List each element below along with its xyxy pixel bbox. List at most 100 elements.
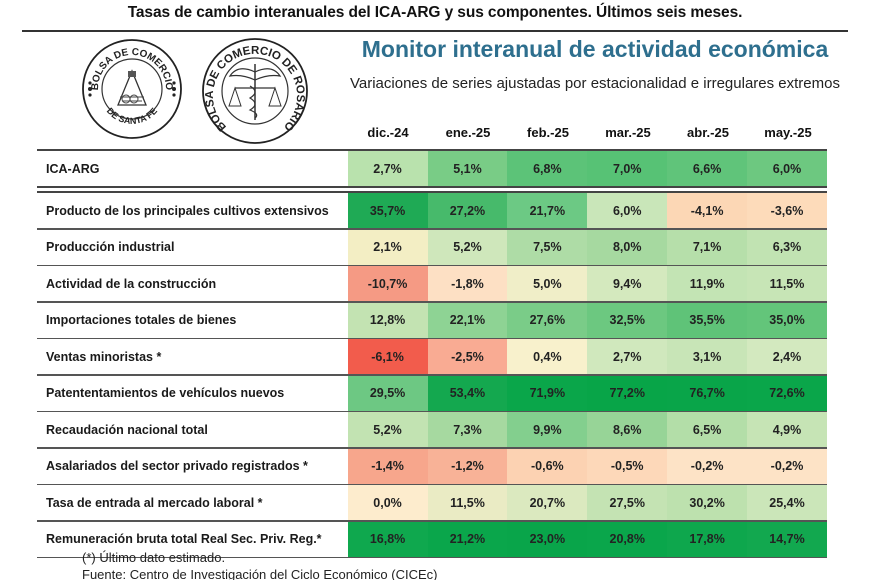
value-cell: 9,9% xyxy=(507,412,588,447)
value-cell: 6,8% xyxy=(507,151,588,186)
value-cell: 72,6% xyxy=(747,375,827,411)
row-label: Asalariados del sector privado registrad… xyxy=(37,448,348,484)
value-cell: 2,1% xyxy=(347,229,428,265)
title-divider xyxy=(22,30,848,32)
value-cell: -2,5% xyxy=(427,339,508,374)
row-label: ICA-ARG xyxy=(37,151,348,186)
column-header: mar.-25 xyxy=(605,125,651,140)
bolsa-santa-fe-logo: BOLSA DE COMERCIO DE SANTA FE xyxy=(82,39,182,139)
row-label: Patententamientos de vehículos nuevos xyxy=(37,375,348,411)
column-header: ene.-25 xyxy=(445,125,491,140)
value-cell: 77,2% xyxy=(587,375,668,411)
value-cell: -0,2% xyxy=(667,448,748,484)
santa-fe-logo-bottom-text: DE SANTA FE xyxy=(105,106,159,126)
row-label: Recaudación nacional total xyxy=(37,412,348,447)
value-cell: 32,5% xyxy=(587,302,668,338)
value-cell: 11,9% xyxy=(667,266,748,301)
row-divider xyxy=(37,556,827,558)
value-cell: 2,7% xyxy=(347,151,428,186)
value-cell: -0,5% xyxy=(587,448,668,484)
table-row: Producción industrial 2,1% 5,2% 7,5% 8,0% 7,1… xyxy=(37,229,827,265)
value-cell: 27,5% xyxy=(587,485,668,520)
value-cell: 35,0% xyxy=(747,302,827,338)
value-cell: 8,0% xyxy=(587,229,668,265)
activity-table: ICA-ARG 2,7% 5,1% 6,8% 7,0% 6,6% 6,0% Producto … xyxy=(37,149,827,558)
table-top-border xyxy=(37,149,827,151)
value-cell: 25,4% xyxy=(747,485,827,520)
value-cell: 35,7% xyxy=(347,193,428,228)
row-divider xyxy=(37,374,827,376)
footnotes: (*) Último dato estimado. Fuente: Centro… xyxy=(82,549,438,580)
source-note: Fuente: Centro de Investigación del Cicl… xyxy=(82,567,438,580)
table-row: Importaciones totales de bienes 12,8% 22,1… xyxy=(37,302,827,338)
table-row: Ventas minoristas * -6,1% -2,5% 0,4% 2,7% 3,1… xyxy=(37,339,827,374)
value-cell: 11,5% xyxy=(747,266,827,301)
value-cell: 21,2% xyxy=(427,521,508,557)
table-row: Producto de los principales cultivos ext… xyxy=(37,193,827,228)
value-cell: 12,8% xyxy=(347,302,428,338)
value-cell: 21,7% xyxy=(507,193,588,228)
row-divider xyxy=(37,447,827,449)
value-cell: 7,1% xyxy=(667,229,748,265)
row-label: Actividad de la construcción xyxy=(37,266,348,301)
row-label: Producto de los principales cultivos ext… xyxy=(37,193,348,228)
column-header: abr.-25 xyxy=(687,125,729,140)
page-title: Tasas de cambio interanuales del ICA-ARG… xyxy=(127,4,743,21)
value-cell: 9,4% xyxy=(587,266,668,301)
value-cell: -6,1% xyxy=(347,339,428,374)
column-header: feb.-25 xyxy=(527,125,569,140)
value-cell: 11,5% xyxy=(427,485,508,520)
row-divider xyxy=(37,520,827,522)
row-divider xyxy=(37,228,827,230)
value-cell: -1,8% xyxy=(427,266,508,301)
value-cell: 29,5% xyxy=(347,375,428,411)
row-label: Remuneración bruta total Real Sec. Priv.… xyxy=(37,521,348,557)
value-cell: -3,6% xyxy=(747,193,827,228)
column-header: dic.-24 xyxy=(367,125,409,140)
value-cell: 8,6% xyxy=(587,412,668,447)
value-cell: -4,1% xyxy=(667,193,748,228)
value-cell: 27,2% xyxy=(427,193,508,228)
value-cell: 17,8% xyxy=(667,521,748,557)
row-divider xyxy=(37,191,827,193)
value-cell: 35,5% xyxy=(667,302,748,338)
row-label: Ventas minoristas * xyxy=(37,339,348,374)
row-divider xyxy=(37,410,827,412)
double-line-gap xyxy=(37,188,827,191)
value-cell: 6,6% xyxy=(667,151,748,186)
value-cell: 6,5% xyxy=(667,412,748,447)
value-cell: 22,1% xyxy=(427,302,508,338)
value-cell: 16,8% xyxy=(347,521,428,557)
value-cell: 71,9% xyxy=(507,375,588,411)
value-cell: 5,0% xyxy=(507,266,588,301)
row-divider xyxy=(37,483,827,485)
row-divider xyxy=(37,337,827,339)
value-cell: -0,6% xyxy=(507,448,588,484)
row-divider xyxy=(37,301,827,303)
row-label: Tasa de entrada al mercado laboral * xyxy=(37,485,348,520)
column-header: may.-25 xyxy=(764,125,812,140)
value-cell: 23,0% xyxy=(507,521,588,557)
row-label: Producción industrial xyxy=(37,229,348,265)
table-row: Recaudación nacional total 5,2% 7,3% 9,9% 8,… xyxy=(37,412,827,447)
monitor-subtitle: Variaciones de series ajustadas por esta… xyxy=(350,75,840,92)
table-row: Actividad de la construcción -10,7% -1,8% 5… xyxy=(37,266,827,301)
value-cell: -1,2% xyxy=(427,448,508,484)
value-cell: 30,2% xyxy=(667,485,748,520)
value-cell: 6,3% xyxy=(747,229,827,265)
row-divider xyxy=(37,264,827,266)
value-cell: 20,7% xyxy=(507,485,588,520)
table-row: Remuneración bruta total Real Sec. Priv.… xyxy=(37,521,827,557)
value-cell: 53,4% xyxy=(427,375,508,411)
value-cell: -0,2% xyxy=(747,448,827,484)
value-cell: 6,0% xyxy=(587,193,668,228)
value-cell: 3,1% xyxy=(667,339,748,374)
estimate-note: (*) Último dato estimado. xyxy=(82,550,226,565)
table-row: Tasa de entrada al mercado laboral * 0,0%… xyxy=(37,485,827,520)
value-cell: 14,7% xyxy=(747,521,827,557)
value-cell: 7,5% xyxy=(507,229,588,265)
value-cell: 0,4% xyxy=(507,339,588,374)
column-headers: dic.-24 ene.-25 feb.-25 mar.-25 abr.-25 … xyxy=(348,125,828,145)
svg-text:DE SANTA FE: DE SANTA FE xyxy=(105,106,159,126)
row-divider xyxy=(37,186,827,188)
